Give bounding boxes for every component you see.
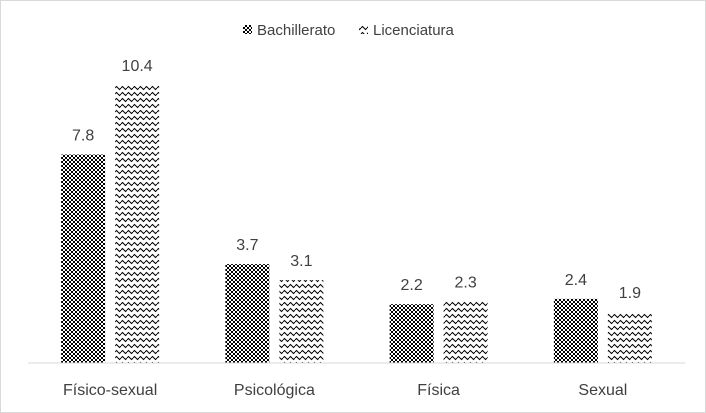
legend-swatch-bachillerato	[243, 25, 252, 34]
bar-licenciatura-3	[607, 312, 652, 363]
legend-label-licenciatura: Licenciatura	[373, 22, 455, 39]
x-axis-tick-labels: Físico-sexual Psicológica Física Sexual	[63, 382, 627, 399]
legend-swatch-licenciatura	[359, 25, 368, 34]
data-label-licenciatura-1: 3.1	[290, 253, 312, 270]
data-label-licenciatura-2: 2.3	[455, 275, 477, 292]
bar-licenciatura-2	[443, 301, 488, 363]
data-label-bachillerato-1: 3.7	[236, 237, 258, 254]
x-tick-label: Sexual	[578, 382, 627, 399]
data-label-licenciatura-0: 10.4	[122, 58, 153, 75]
x-tick-label: Psicológica	[234, 382, 315, 399]
bar-licenciatura-0	[115, 85, 160, 363]
bar-bachillerato-0	[61, 154, 106, 363]
bar-bachillerato-1	[225, 264, 270, 363]
data-label-bachillerato-2: 2.2	[401, 277, 423, 294]
x-tick-label: Física	[417, 382, 460, 399]
x-tick-label: Físico-sexual	[63, 382, 157, 399]
bar-bachillerato-2	[389, 304, 434, 363]
legend: Bachillerato Licenciatura	[243, 22, 455, 39]
legend-label-bachillerato: Bachillerato	[257, 22, 335, 39]
data-label-bachillerato-0: 7.8	[72, 128, 94, 145]
bar-bachillerato-3	[553, 298, 598, 363]
data-label-bachillerato-3: 2.4	[565, 272, 587, 289]
data-label-licenciatura-3: 1.9	[619, 285, 641, 302]
bar-licenciatura-1	[279, 280, 324, 363]
plot-area: 7.8 10.4 3.7 3.1 2.2 2.3 2.4 1.9	[61, 58, 652, 363]
